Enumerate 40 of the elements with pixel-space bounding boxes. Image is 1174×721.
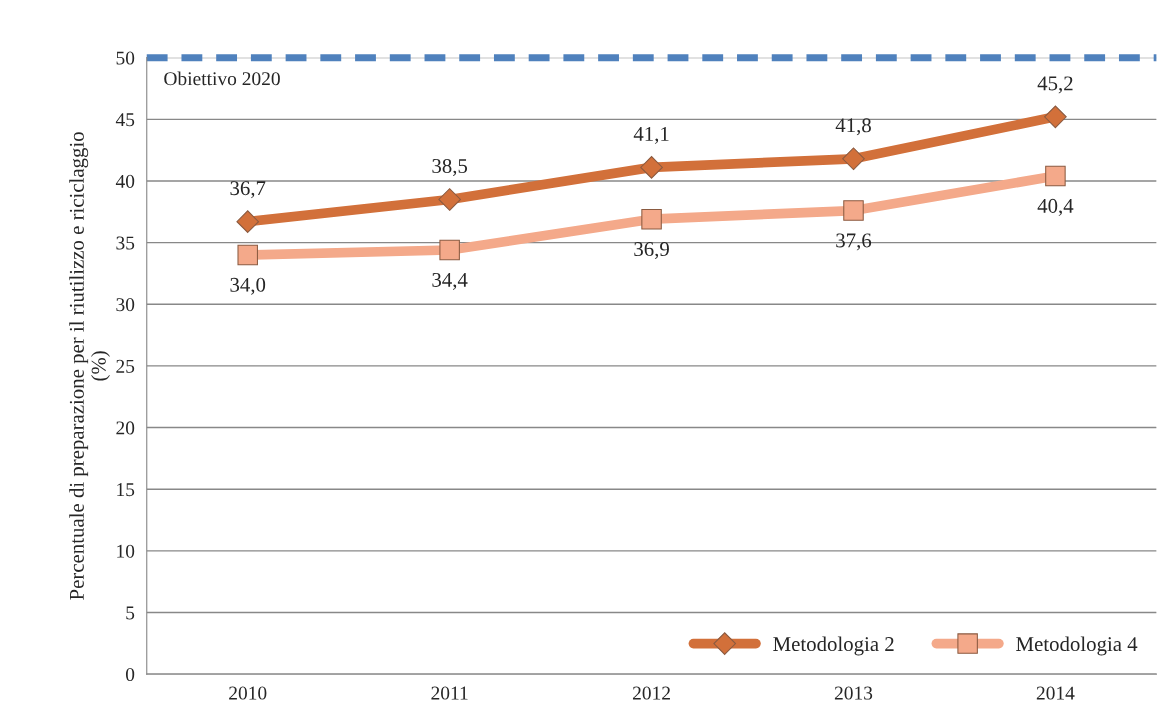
x-tick-label: 2011 <box>431 686 468 700</box>
x-tick-label: 2010 <box>229 686 267 700</box>
y-tick-label: 5 <box>126 606 135 620</box>
data-label: 41,8 <box>835 118 871 136</box>
y-tick-label: 45 <box>115 113 135 127</box>
point <box>438 188 461 211</box>
data-label: 36,7 <box>230 181 266 199</box>
legend-label: Metodologia 2 <box>773 636 894 656</box>
y-tick-label: 10 <box>117 544 135 558</box>
y-tick-label: 0 <box>125 667 135 682</box>
y-tick-label: 40 <box>115 174 135 188</box>
point <box>640 156 663 179</box>
data-label: 34,4 <box>432 272 468 290</box>
data-label: 41,1 <box>633 127 669 144</box>
y-tick-label: 15 <box>117 483 135 497</box>
x-tick-label: 2013 <box>834 686 873 700</box>
x-tick-label: 2012 <box>632 686 670 700</box>
y-tick-label: 30 <box>116 298 135 312</box>
data-label: 38,5 <box>432 158 468 177</box>
x-tick-label: 2014 <box>1036 686 1075 700</box>
ref-line-label: Obiettivo 2020 <box>164 71 280 86</box>
data-label: 34,0 <box>230 277 266 295</box>
point <box>843 200 864 221</box>
y-tick-label: 50 <box>116 51 135 65</box>
data-label: 40,4 <box>1037 198 1074 216</box>
data-label: 37,6 <box>836 233 872 251</box>
data-label: 36,9 <box>634 242 669 260</box>
legend-label: Metodologia 4 <box>1016 636 1138 656</box>
point <box>1045 165 1066 187</box>
point <box>236 210 260 233</box>
data-label: 45,2 <box>1037 76 1073 94</box>
y-tick-label: 20 <box>116 421 135 435</box>
point <box>237 244 258 266</box>
point <box>439 239 460 261</box>
point <box>641 208 662 230</box>
y-tick-label: 25 <box>116 359 135 373</box>
point <box>842 147 865 171</box>
y-tick-label: 35 <box>116 236 135 250</box>
y-axis-title: Percentuale di preparazione per il riutilizzo e riciclaggio (%) <box>69 132 110 600</box>
point <box>1044 105 1067 129</box>
